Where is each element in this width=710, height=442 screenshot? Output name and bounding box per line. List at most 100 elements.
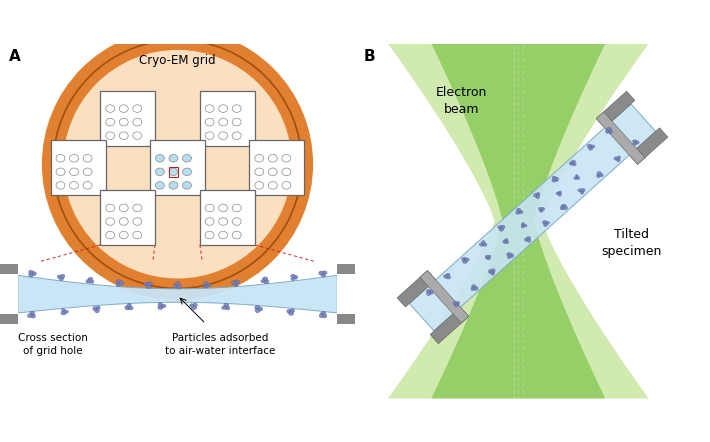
Ellipse shape [322, 314, 327, 318]
Ellipse shape [552, 179, 557, 182]
Circle shape [64, 50, 291, 278]
Ellipse shape [587, 144, 592, 148]
Ellipse shape [462, 259, 467, 263]
Ellipse shape [590, 145, 595, 148]
Ellipse shape [508, 255, 511, 259]
Ellipse shape [28, 273, 33, 277]
Bar [200, 91, 255, 145]
Polygon shape [629, 128, 668, 164]
Ellipse shape [133, 118, 142, 126]
Text: Particles adsorbed
to air-water interface: Particles adsorbed to air-water interfac… [165, 333, 275, 356]
Ellipse shape [158, 305, 163, 309]
Ellipse shape [219, 105, 228, 112]
Ellipse shape [488, 270, 492, 274]
Ellipse shape [596, 174, 601, 178]
Polygon shape [18, 275, 337, 313]
Ellipse shape [527, 236, 530, 240]
Ellipse shape [578, 189, 582, 192]
Ellipse shape [574, 177, 577, 179]
Ellipse shape [488, 255, 491, 258]
Ellipse shape [205, 105, 214, 112]
Ellipse shape [175, 282, 180, 286]
Ellipse shape [106, 132, 114, 139]
Ellipse shape [127, 303, 131, 307]
Ellipse shape [119, 105, 129, 112]
Ellipse shape [552, 176, 556, 180]
Text: A: A [9, 49, 21, 64]
Ellipse shape [219, 231, 228, 239]
Ellipse shape [540, 209, 543, 212]
Ellipse shape [232, 132, 241, 139]
Ellipse shape [235, 280, 239, 284]
Ellipse shape [499, 227, 503, 231]
Ellipse shape [515, 211, 520, 214]
Ellipse shape [255, 182, 263, 189]
Ellipse shape [447, 276, 451, 279]
Ellipse shape [70, 154, 79, 162]
Ellipse shape [541, 207, 545, 210]
Ellipse shape [635, 141, 639, 144]
Ellipse shape [61, 312, 66, 315]
Ellipse shape [558, 193, 561, 196]
Bar [384, 263, 394, 324]
Ellipse shape [507, 252, 511, 256]
Ellipse shape [581, 188, 585, 192]
Ellipse shape [572, 160, 576, 164]
Ellipse shape [268, 168, 278, 175]
Polygon shape [410, 104, 655, 331]
Ellipse shape [206, 283, 211, 286]
Ellipse shape [563, 206, 568, 210]
Ellipse shape [155, 154, 164, 162]
Ellipse shape [471, 287, 475, 291]
Ellipse shape [219, 132, 228, 139]
Ellipse shape [616, 158, 620, 162]
Ellipse shape [268, 182, 278, 189]
Ellipse shape [481, 240, 485, 244]
Ellipse shape [263, 279, 269, 284]
Ellipse shape [83, 182, 92, 189]
Ellipse shape [454, 304, 458, 307]
Ellipse shape [321, 312, 326, 315]
Ellipse shape [232, 204, 241, 212]
Ellipse shape [119, 204, 129, 212]
Ellipse shape [589, 147, 593, 150]
Ellipse shape [555, 177, 559, 181]
Ellipse shape [232, 231, 241, 239]
Ellipse shape [169, 154, 178, 162]
Text: B: B [364, 49, 376, 64]
Ellipse shape [320, 314, 323, 318]
Ellipse shape [261, 280, 265, 283]
Ellipse shape [160, 304, 166, 308]
Ellipse shape [462, 257, 466, 261]
Ellipse shape [224, 303, 229, 308]
Ellipse shape [522, 223, 525, 226]
Bar [100, 91, 155, 145]
Ellipse shape [225, 306, 230, 310]
Ellipse shape [282, 182, 291, 189]
Ellipse shape [144, 282, 149, 286]
Ellipse shape [116, 279, 121, 284]
Ellipse shape [617, 156, 621, 159]
Ellipse shape [572, 163, 577, 166]
Ellipse shape [536, 192, 540, 196]
Bar [249, 140, 305, 195]
Ellipse shape [158, 302, 163, 307]
Ellipse shape [544, 223, 547, 226]
Ellipse shape [510, 254, 514, 258]
Ellipse shape [60, 274, 65, 278]
Ellipse shape [482, 243, 487, 246]
Ellipse shape [58, 275, 61, 278]
Ellipse shape [608, 130, 613, 133]
Ellipse shape [205, 218, 214, 225]
Ellipse shape [268, 154, 278, 162]
Ellipse shape [606, 130, 609, 133]
Ellipse shape [523, 225, 527, 227]
Ellipse shape [263, 277, 268, 281]
Ellipse shape [146, 284, 151, 289]
Ellipse shape [119, 218, 129, 225]
Ellipse shape [255, 168, 263, 175]
Bar [337, 263, 394, 274]
Ellipse shape [28, 270, 33, 274]
Ellipse shape [505, 241, 509, 244]
Bar [200, 190, 255, 245]
